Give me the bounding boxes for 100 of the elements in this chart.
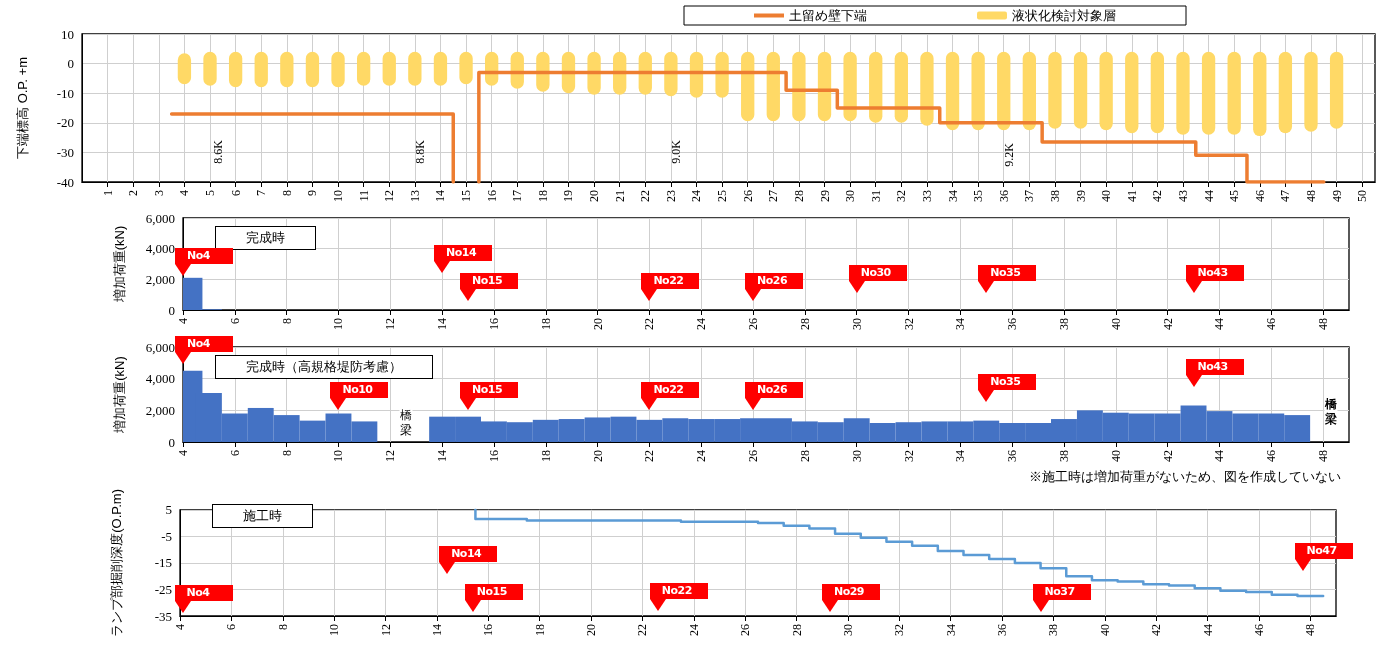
x-tick-label: 24 [694, 450, 709, 462]
annotation: No14 [434, 245, 493, 262]
y-axis-title: 下端標高 O.P. +m [14, 57, 30, 159]
y-axis-title: 増加荷重(kN) [111, 356, 127, 434]
x-tick-label: 44 [1212, 450, 1227, 462]
annotation: 8.6K [210, 140, 226, 165]
x-tick-label: 16 [481, 624, 496, 636]
y-tick-label: -20 [56, 115, 74, 131]
y-tick-label: 2,000 [145, 271, 175, 287]
x-tick-label: 20 [590, 318, 605, 330]
x-tick-label: 20 [590, 450, 605, 462]
x-tick-label: 40 [1108, 318, 1123, 330]
x-tick-label: 26 [738, 624, 753, 636]
x-tick-label: 8 [279, 318, 294, 324]
x-tick-label: 12 [382, 190, 397, 202]
x-tick-label: 30 [849, 450, 864, 462]
x-tick-label: 34 [943, 624, 958, 636]
x-tick-label: 46 [1251, 624, 1266, 636]
x-tick-label: 13 [407, 190, 422, 202]
x-tick-label: 8 [279, 190, 294, 196]
x-tick-label: 38 [1046, 624, 1061, 636]
x-tick-label: 48 [1316, 318, 1331, 330]
x-tick-label: 36 [995, 624, 1010, 636]
x-tick-label: 42 [1149, 624, 1164, 636]
x-tick-label: 44 [1201, 190, 1216, 202]
x-tick-label: 6 [228, 190, 243, 196]
x-tick-label: 32 [901, 450, 916, 462]
x-tick-label: 12 [383, 318, 398, 330]
x-tick-label: 26 [746, 450, 761, 462]
text: ※施工時は増加荷重がないため、図を作成していない [1029, 468, 1341, 486]
x-tick-label: 5 [203, 190, 218, 196]
x-tick-label: 16 [484, 190, 499, 202]
x-tick-label: 46 [1252, 190, 1267, 202]
y-tick-label: -35 [154, 608, 172, 624]
legend-label: 土留め壁下端 [789, 8, 867, 23]
title-box: 完成時 [215, 226, 316, 250]
x-tick-label: 2 [126, 190, 141, 196]
x-tick-label: 38 [1056, 318, 1071, 330]
x-tick-label: 42 [1160, 318, 1175, 330]
x-tick-label: 44 [1212, 318, 1227, 330]
x-tick-label: 4 [176, 318, 190, 324]
x-tick-label: 10 [331, 190, 346, 202]
x-tick-label: 10 [331, 318, 346, 330]
x-tick-label: 14 [433, 190, 448, 202]
x-tick-label: 14 [435, 318, 450, 330]
x-tick-label: 24 [686, 624, 701, 636]
y-axis-title: ランプ部掘削深度(O.P.m) [108, 488, 124, 637]
x-tick-label: 40 [1099, 190, 1114, 202]
y-tick-label: -30 [56, 144, 74, 160]
x-tick-label: 6 [224, 624, 239, 630]
x-tick-label: 26 [746, 318, 761, 330]
x-tick-label: 14 [435, 450, 450, 462]
annotation: 橋梁 [399, 408, 413, 438]
x-tick-label: 10 [327, 624, 342, 636]
annotation: No4 [174, 585, 233, 602]
x-tick-label: 16 [486, 318, 501, 330]
y-tick-label: 0 [168, 302, 175, 318]
annotation: No26 [745, 382, 804, 399]
annotation: No43 [1185, 265, 1244, 282]
x-tick-label: 45 [1227, 190, 1242, 202]
annotation: 9.0K [668, 140, 684, 165]
x-tick-label: 6 [227, 318, 242, 324]
x-tick-label: 37 [1022, 190, 1037, 202]
x-tick-label: 48 [1316, 450, 1331, 462]
x-tick-label: 22 [642, 318, 657, 330]
legend-label: 液状化検討対象層 [1012, 8, 1116, 23]
x-tick-label: 32 [892, 624, 907, 636]
x-tick-label: 8 [279, 450, 294, 456]
x-tick-label: 34 [945, 190, 960, 202]
annotation: 9.2K [1001, 143, 1017, 168]
x-tick-label: 38 [1056, 450, 1071, 462]
y-tick-label: 2,000 [145, 402, 175, 418]
x-tick-label: 44 [1200, 624, 1215, 636]
x-tick-label: 32 [894, 190, 909, 202]
x-tick-label: 4 [177, 190, 192, 196]
y-tick-label: -5 [161, 528, 172, 544]
annotation: No10 [330, 382, 389, 399]
x-tick-label: 40 [1108, 450, 1123, 462]
x-tick-label: 23 [663, 190, 678, 202]
annotation: 橋梁 [1324, 396, 1338, 427]
y-tick-label: 6,000 [145, 210, 175, 226]
x-tick-label: 18 [538, 318, 553, 330]
x-tick-label: 20 [587, 190, 602, 202]
x-tick-label: 12 [383, 450, 398, 462]
y-tick-label: -40 [56, 174, 74, 190]
x-tick-label: 6 [227, 450, 242, 456]
x-tick-label: 43 [1175, 190, 1190, 202]
x-tick-label: 4 [173, 624, 187, 630]
x-tick-label: 38 [1047, 190, 1062, 202]
x-tick-label: 42 [1160, 450, 1175, 462]
x-tick-label: 18 [535, 190, 550, 202]
x-tick-label: 21 [612, 190, 627, 202]
annotation: No4 [175, 336, 233, 353]
x-tick-label: 42 [1150, 190, 1165, 202]
annotation: No22 [641, 382, 700, 399]
annotation: No22 [649, 582, 708, 599]
x-tick-label: 28 [789, 624, 804, 636]
x-tick-label: 27 [766, 190, 781, 202]
x-tick-label: 22 [635, 624, 650, 636]
annotation: No29 [821, 584, 880, 601]
